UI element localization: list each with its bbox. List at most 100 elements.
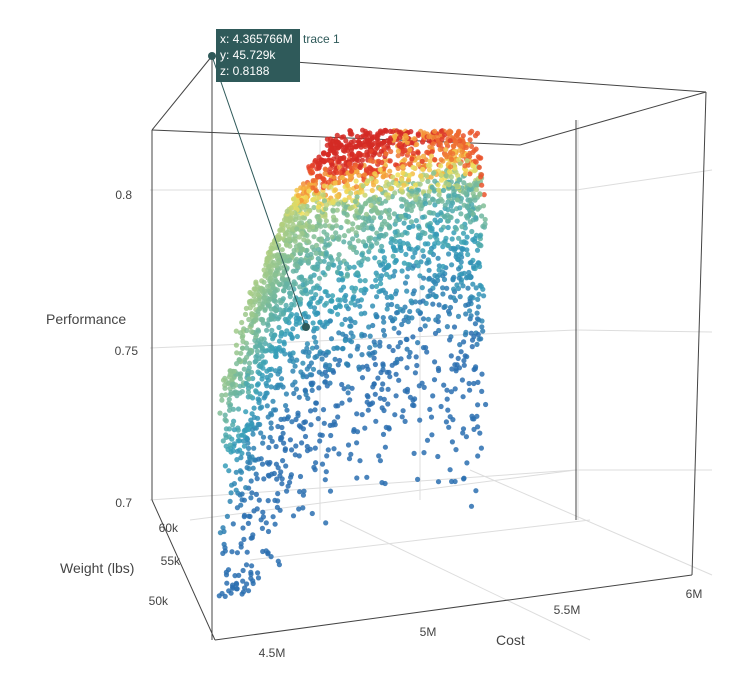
data-point[interactable] (293, 443, 299, 449)
data-point[interactable] (429, 149, 435, 155)
data-point[interactable] (323, 319, 329, 325)
data-point[interactable] (378, 262, 384, 268)
data-point[interactable] (311, 234, 317, 240)
data-point[interactable] (473, 488, 479, 494)
data-point[interactable] (276, 338, 283, 344)
data-point[interactable] (261, 395, 267, 401)
data-point[interactable] (263, 380, 269, 387)
data-point[interactable] (475, 304, 482, 310)
data-point[interactable] (251, 414, 257, 420)
data-point[interactable] (369, 187, 375, 194)
data-point[interactable] (397, 244, 403, 251)
data-point[interactable] (475, 424, 481, 430)
data-point[interactable] (301, 488, 307, 494)
data-point[interactable] (322, 477, 328, 483)
data-point[interactable] (232, 573, 238, 579)
data-point[interactable] (352, 302, 358, 308)
data-point[interactable] (471, 168, 478, 174)
data-point[interactable] (463, 434, 469, 440)
data-point[interactable] (245, 422, 251, 428)
data-point[interactable] (270, 514, 276, 520)
data-point[interactable] (242, 311, 249, 317)
data-point[interactable] (361, 332, 368, 338)
data-point[interactable] (474, 341, 480, 347)
data-point[interactable] (230, 521, 236, 527)
data-point[interactable] (220, 438, 226, 444)
data-point[interactable] (249, 369, 255, 375)
data-point[interactable] (404, 365, 410, 371)
data-point[interactable] (479, 182, 485, 188)
data-point[interactable] (415, 340, 421, 346)
data-point[interactable] (250, 375, 256, 382)
data-point[interactable] (321, 183, 327, 189)
data-point[interactable] (362, 243, 369, 249)
data-point[interactable] (448, 389, 454, 395)
data-point[interactable] (393, 393, 399, 399)
data-point[interactable] (461, 362, 467, 368)
data-point[interactable] (319, 356, 325, 362)
data-point[interactable] (296, 220, 302, 226)
data-point[interactable] (410, 164, 416, 170)
data-point[interactable] (329, 298, 335, 304)
data-point[interactable] (470, 149, 476, 156)
data-point[interactable] (233, 469, 239, 475)
data-point[interactable] (284, 488, 290, 494)
data-point[interactable] (441, 382, 447, 388)
data-point[interactable] (282, 231, 288, 238)
data-point[interactable] (468, 259, 474, 266)
data-point[interactable] (302, 277, 308, 284)
data-point[interactable] (337, 155, 343, 162)
data-point[interactable] (420, 345, 427, 351)
data-point[interactable] (371, 215, 377, 221)
data-point[interactable] (342, 197, 348, 203)
data-point[interactable] (260, 434, 267, 440)
data-point[interactable] (288, 474, 294, 480)
data-point[interactable] (234, 586, 240, 592)
data-point[interactable] (290, 368, 296, 374)
data-point[interactable] (220, 377, 227, 383)
data-point[interactable] (403, 135, 410, 141)
data-point[interactable] (262, 273, 268, 279)
data-point[interactable] (371, 339, 377, 345)
data-point[interactable] (227, 498, 233, 504)
data-point[interactable] (327, 140, 333, 146)
data-point[interactable] (332, 356, 338, 362)
data-point[interactable] (299, 211, 305, 217)
data-point[interactable] (434, 274, 440, 280)
data-point[interactable] (416, 383, 422, 389)
data-point[interactable] (219, 397, 225, 403)
data-point[interactable] (338, 142, 344, 148)
data-point[interactable] (274, 504, 280, 510)
data-point[interactable] (447, 337, 453, 343)
data-point[interactable] (433, 231, 439, 237)
data-point[interactable] (419, 158, 425, 164)
data-point[interactable] (268, 420, 274, 426)
data-point[interactable] (247, 393, 254, 400)
data-point[interactable] (313, 242, 320, 248)
data-point[interactable] (300, 360, 306, 366)
data-point[interactable] (240, 525, 246, 531)
data-point[interactable] (265, 322, 271, 328)
data-point[interactable] (439, 198, 445, 204)
data-point[interactable] (341, 210, 347, 216)
data-point[interactable] (249, 422, 255, 428)
data-point[interactable] (411, 450, 417, 456)
data-point[interactable] (235, 427, 241, 433)
data-point[interactable] (447, 414, 453, 420)
data-point[interactable] (380, 248, 386, 254)
data-point[interactable] (413, 218, 419, 224)
data-point[interactable] (450, 185, 456, 191)
data-point[interactable] (331, 170, 337, 176)
data-point[interactable] (295, 410, 301, 416)
data-point[interactable] (354, 429, 361, 435)
data-point[interactable] (427, 406, 433, 412)
data-point[interactable] (281, 270, 287, 276)
data-point[interactable] (288, 290, 294, 296)
data-point[interactable] (391, 247, 398, 253)
data-point[interactable] (327, 380, 333, 386)
data-point[interactable] (307, 372, 313, 378)
data-point[interactable] (311, 196, 317, 202)
data-point[interactable] (253, 297, 259, 303)
data-point[interactable] (436, 367, 442, 374)
data-point[interactable] (343, 292, 349, 299)
